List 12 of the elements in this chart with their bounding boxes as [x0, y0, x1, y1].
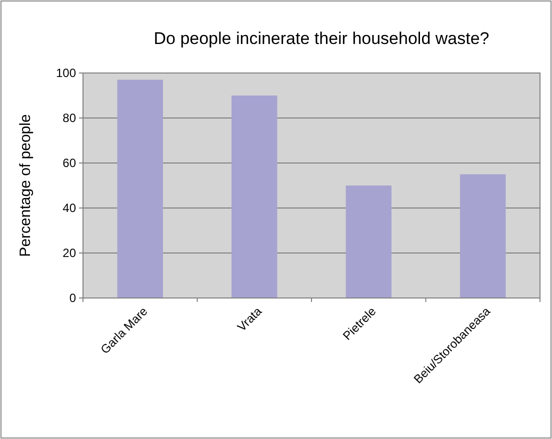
- bar: [232, 96, 278, 298]
- y-tick-label: 40: [62, 201, 76, 216]
- y-axis-title: Percentage of people: [17, 114, 34, 257]
- y-tick-label: 60: [62, 156, 76, 170]
- y-tick-label: 20: [62, 246, 76, 260]
- y-tick-label: 80: [62, 111, 76, 126]
- bar: [117, 80, 163, 298]
- chart-title: Do people incinerate their household waste?: [154, 29, 490, 48]
- y-tick-label: 100: [56, 66, 76, 80]
- bar: [460, 174, 506, 298]
- bar: [346, 186, 392, 298]
- y-tick-label: 0: [69, 291, 76, 306]
